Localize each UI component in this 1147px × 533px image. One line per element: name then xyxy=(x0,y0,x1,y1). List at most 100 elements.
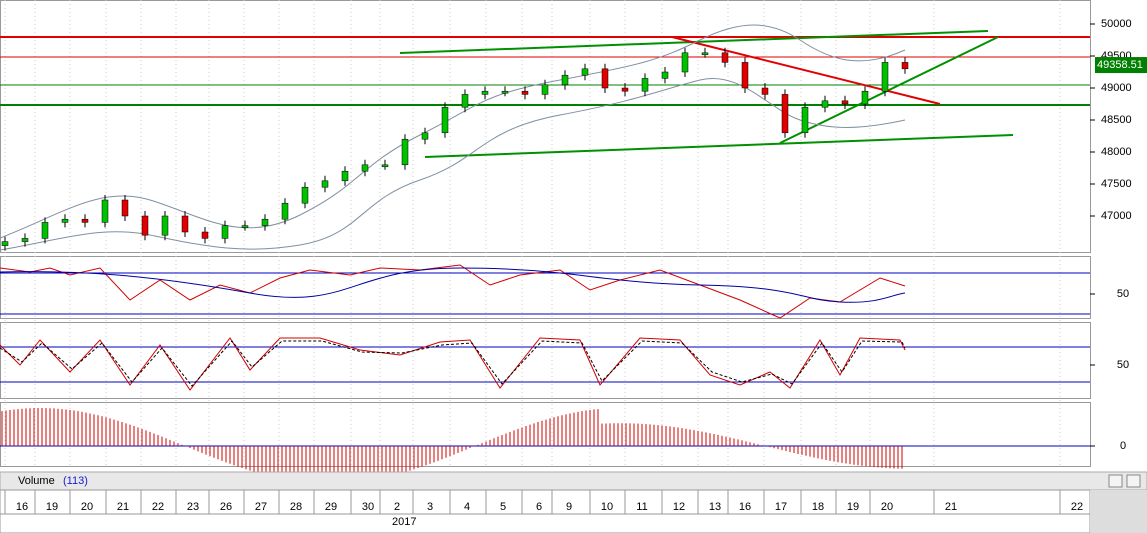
date-label: 21 xyxy=(945,501,957,513)
volume-label: Volume xyxy=(18,475,55,487)
candle xyxy=(261,218,269,226)
price-axis: 5000049500490004850048000475004700049358… xyxy=(1090,18,1147,452)
candle xyxy=(781,94,789,134)
candle xyxy=(141,215,149,236)
date-label: 29 xyxy=(325,501,337,513)
stoch-panel xyxy=(0,337,1090,391)
date-label: 23 xyxy=(187,501,199,513)
candle xyxy=(621,87,629,92)
candle xyxy=(721,52,729,63)
macd-panel xyxy=(0,408,1090,484)
date-label: 13 xyxy=(709,501,721,513)
price-tick-label: 49000 xyxy=(1101,82,1132,94)
candle xyxy=(581,68,589,76)
date-labels: 16 19 20 21 22 23 26 27 28 29 30 2 3 4 5 6 9 10 11 12 13 16 17… xyxy=(4,490,1083,514)
candle xyxy=(201,231,209,239)
candle xyxy=(901,62,909,70)
day-grid xyxy=(4,0,1061,466)
corner xyxy=(1090,490,1147,533)
date-label: 9 xyxy=(566,501,572,513)
date-label: 16 xyxy=(16,501,28,513)
candle xyxy=(481,90,489,95)
candle xyxy=(601,68,609,89)
candle xyxy=(801,106,809,134)
osc-tick-label: 50 xyxy=(1117,359,1129,371)
candle xyxy=(741,62,749,89)
candle xyxy=(241,225,249,228)
date-label: 19 xyxy=(847,501,859,513)
candle xyxy=(281,202,289,220)
date-label: 10 xyxy=(601,501,613,513)
candle xyxy=(861,90,869,105)
candle xyxy=(841,100,849,105)
candle xyxy=(661,71,669,79)
osc-tick-label: 0 xyxy=(1120,440,1126,452)
price-panel xyxy=(1,47,909,251)
candle xyxy=(501,90,509,94)
date-label: 22 xyxy=(152,501,164,513)
current-price-box xyxy=(1095,57,1147,74)
candle xyxy=(881,62,889,92)
candle xyxy=(521,90,529,95)
panel-frames xyxy=(0,0,1091,467)
current-price: 49358.51 xyxy=(1097,59,1143,71)
date-label: 20 xyxy=(81,501,93,513)
candle xyxy=(301,186,309,204)
candle xyxy=(181,215,189,233)
date-label: 22 xyxy=(1071,501,1083,513)
rsi-panel xyxy=(0,264,1090,319)
date-label: 4 xyxy=(464,501,470,513)
trend-lines xyxy=(0,24,1090,251)
candle xyxy=(401,138,409,166)
price-tick-label: 48500 xyxy=(1101,114,1132,126)
price-tick-label: 47000 xyxy=(1101,210,1132,222)
candle xyxy=(761,87,769,95)
candle xyxy=(341,170,349,182)
date-label: 17 xyxy=(775,501,787,513)
candle xyxy=(1,241,9,246)
candle xyxy=(561,74,569,86)
date-label: 16 xyxy=(739,501,751,513)
candle xyxy=(221,225,229,239)
price-tick-label: 48000 xyxy=(1101,146,1132,158)
candle xyxy=(161,215,169,236)
candle xyxy=(361,164,369,172)
candle xyxy=(101,199,109,223)
date-axis xyxy=(0,489,1091,533)
date-label: 12 xyxy=(673,501,685,513)
candle xyxy=(421,132,429,140)
candle xyxy=(21,238,29,242)
date-label: 6 xyxy=(536,501,542,513)
candle xyxy=(121,199,129,217)
candle xyxy=(81,218,89,223)
year-label: 2017 xyxy=(392,516,416,528)
candle xyxy=(821,100,829,108)
candle xyxy=(61,218,69,223)
candle xyxy=(701,52,709,56)
date-label: 3 xyxy=(427,501,433,513)
date-label: 27 xyxy=(255,501,267,513)
date-label: 21 xyxy=(117,501,129,513)
osc-tick-label: 50 xyxy=(1117,288,1129,300)
volume-count: (113) xyxy=(63,475,88,487)
volume-bar xyxy=(0,471,1147,491)
date-label: 5 xyxy=(500,501,506,513)
candle xyxy=(541,84,549,95)
candle xyxy=(381,164,389,168)
candle xyxy=(641,78,649,92)
date-label: 20 xyxy=(881,501,893,513)
window-buttons[interactable] xyxy=(1108,474,1141,488)
candle xyxy=(41,222,49,239)
candle xyxy=(681,52,689,73)
date-label: 30 xyxy=(362,501,374,513)
date-label: 26 xyxy=(220,501,232,513)
date-label: 11 xyxy=(636,501,647,513)
date-label: 18 xyxy=(812,501,824,513)
candle xyxy=(321,180,329,188)
candle xyxy=(461,94,469,108)
candle xyxy=(441,106,449,134)
date-label: 2 xyxy=(394,501,400,513)
date-label: 19 xyxy=(46,501,58,513)
